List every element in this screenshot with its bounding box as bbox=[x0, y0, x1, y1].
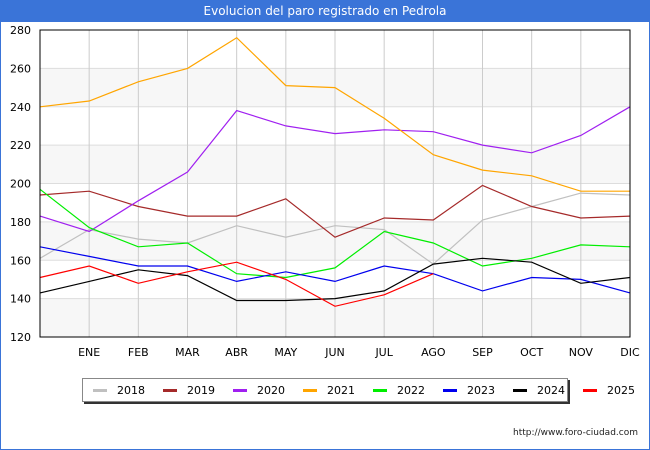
legend-swatch bbox=[163, 388, 177, 392]
x-tick-label: ENE bbox=[78, 346, 100, 359]
x-tick-label: AGO bbox=[421, 346, 446, 359]
series-line-2024 bbox=[39, 257, 631, 302]
series-line-2023 bbox=[39, 246, 631, 294]
x-tick-label: NOV bbox=[569, 346, 594, 359]
legend-item-2019: 2019 bbox=[163, 384, 215, 397]
y-tick-label: 180 bbox=[10, 216, 31, 229]
series-line-2021 bbox=[39, 36, 630, 192]
x-tick-label: DIC bbox=[620, 346, 640, 359]
legend-label: 2022 bbox=[397, 383, 425, 397]
series-line-2022 bbox=[39, 188, 631, 279]
legend-label: 2023 bbox=[467, 383, 495, 397]
x-axis-ticks: ENE FEB MAR ABR MAY JUN JUL AGO SEP OCT NOV DIC bbox=[78, 346, 640, 359]
x-tick-label: SEP bbox=[472, 346, 493, 359]
legend-label: 2024 bbox=[537, 383, 565, 397]
legend-item-2021: 2021 bbox=[303, 384, 355, 397]
y-tick-label: 280 bbox=[10, 24, 31, 37]
legend-swatch bbox=[513, 388, 527, 392]
y-tick-label: 140 bbox=[10, 293, 31, 306]
x-tick-label: ABR bbox=[225, 346, 248, 359]
y-tick-label: 260 bbox=[10, 62, 31, 75]
y-tick-label: 220 bbox=[10, 139, 31, 152]
legend-item-2025: 2025 bbox=[583, 384, 635, 397]
series-line-2019 bbox=[39, 184, 631, 238]
legend-label: 2018 bbox=[117, 383, 145, 397]
y-tick-label: 120 bbox=[10, 331, 31, 344]
legend-label: 2025 bbox=[607, 383, 635, 397]
legend-swatch bbox=[93, 388, 107, 392]
x-tick-label: JUN bbox=[324, 346, 345, 359]
legend-item-2023: 2023 bbox=[443, 384, 495, 397]
legend-item-2022: 2022 bbox=[373, 384, 425, 397]
legend-swatch bbox=[373, 388, 387, 392]
y-tick-label: 240 bbox=[10, 101, 31, 114]
legend-label: 2021 bbox=[327, 383, 355, 397]
chart-title: Evolucion del paro registrado en Pedrola bbox=[0, 0, 650, 22]
legend-label: 2020 bbox=[257, 383, 285, 397]
y-tick-label: 160 bbox=[10, 254, 31, 267]
grid-lines bbox=[40, 29, 630, 338]
legend-swatch bbox=[233, 388, 247, 392]
legend-label: 2019 bbox=[187, 383, 215, 397]
legend-item-2018: 2018 bbox=[93, 384, 145, 397]
y-axis-ticks: 120 140 160 180 200 220 240 260 280 bbox=[10, 24, 31, 344]
legend: 2018 2019 2020 2021 2022 2023 2024 2025 bbox=[82, 378, 635, 402]
legend-swatch bbox=[583, 388, 597, 392]
x-tick-label: FEB bbox=[128, 346, 149, 359]
x-tick-label: MAR bbox=[175, 346, 200, 359]
legend-item-2024: 2024 bbox=[513, 384, 565, 397]
x-tick-label: MAY bbox=[274, 346, 297, 359]
legend-swatch bbox=[303, 388, 317, 392]
series-line-2020 bbox=[39, 106, 631, 233]
source-url: http://www.foro-ciudad.com bbox=[513, 428, 638, 438]
x-tick-label: OCT bbox=[520, 346, 543, 359]
y-tick-label: 200 bbox=[10, 178, 31, 191]
series-line-2025 bbox=[39, 261, 434, 307]
plot-border bbox=[39, 29, 631, 338]
series-lines bbox=[39, 36, 631, 307]
legend-swatch bbox=[443, 388, 457, 392]
x-tick-label: JUL bbox=[374, 346, 393, 359]
legend-item-2020: 2020 bbox=[233, 384, 285, 397]
